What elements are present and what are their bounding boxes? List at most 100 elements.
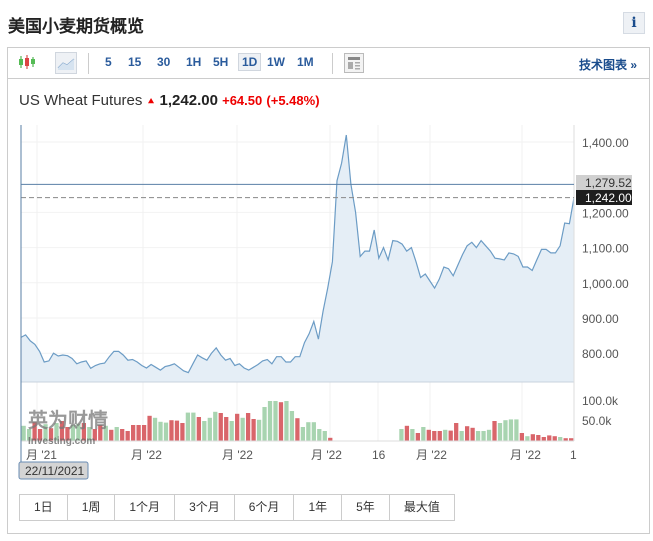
interval-1d[interactable]: 1D [238,53,262,71]
volume-bar [136,425,141,441]
volume-bar [213,411,218,441]
x-tick-label: 月 '22 [131,448,162,462]
quote-line: US Wheat Futures ⯅ 1,242.00 +64.50 (+5.4… [19,92,320,109]
candlestick-icon[interactable] [18,53,36,71]
interval-5[interactable]: 5 [105,55,112,69]
volume-bar [43,424,48,441]
volume-bar [459,431,464,441]
price-change-pct: (+5.48%) [266,93,320,108]
interval-1m[interactable]: 1M [297,55,314,69]
price-tick-label: 1,400.00 [582,136,629,150]
volume-bar [267,401,273,441]
interval-1h[interactable]: 1H [186,55,202,69]
range-1m[interactable]: 1个月 [115,495,176,520]
crosshair-price-label: 1,279.52 [585,176,632,190]
volume-bar [508,419,514,441]
volume-tick-label: 50.0k [582,414,612,428]
volume-bar [492,421,497,441]
x-tick-label: 月 '22 [510,448,541,462]
volume-bar [37,429,43,441]
instrument-name: US Wheat Futures [19,92,143,109]
interval-1w[interactable]: 1W [267,55,285,69]
last-price-tag [576,190,632,205]
volume-bar [87,427,92,441]
range-5y[interactable]: 5年 [342,495,390,520]
volume-bar [26,429,32,441]
volume-bar [21,425,26,441]
volume-bar [125,431,130,441]
volume-bar [240,417,245,441]
volume-bar [404,425,410,441]
last-price: 1,242.00 [159,92,218,109]
volume-bar [81,423,87,441]
volume-bar [120,429,125,441]
x-tick-label: 月 '21 [26,448,57,462]
range-selector: 1日 1周 1个月 3个月 6个月 1年 5年 最大值 [19,494,455,521]
interval-5h[interactable]: 5H [213,55,229,69]
volume-bar [454,423,459,441]
price-tick-label: 1,000.00 [582,277,629,291]
range-max[interactable]: 最大值 [403,500,440,514]
volume-bar [300,427,306,441]
watermark-logo: 英为财情 [28,408,108,432]
x-tick-label: 16 [372,448,386,462]
volume-bar [48,428,54,441]
range-6m[interactable]: 6个月 [235,495,295,520]
range-1w[interactable]: 1周 [68,495,116,520]
volume-bar [519,433,525,441]
volume-bar [569,438,574,441]
volume-bar [141,425,147,441]
price-tick-label: 800.00 [582,347,619,361]
price-area [21,135,574,382]
range-3m[interactable]: 3个月 [175,495,235,520]
volume-bar [202,421,207,441]
volume-bar [98,425,103,441]
volume-bar [317,429,322,441]
volume-bar [503,420,508,441]
volume-bar [54,423,59,441]
volume-bar [399,429,404,441]
technical-chart-link[interactable]: 技术图表 » [578,58,637,72]
interval-30[interactable]: 30 [157,55,171,69]
volume-bar [278,402,284,441]
volume-bar [70,425,76,441]
volume-bar [497,423,503,441]
range-1d[interactable]: 1日 [20,495,68,520]
volume-bar [256,419,262,441]
page-title: 美国小麦期货概览 [8,17,144,36]
range-1y[interactable]: 1年 [294,495,343,520]
x-tick-label: 月 '22 [311,448,342,462]
watermark-logo-en: Investing.com [28,436,95,447]
info-icon[interactable]: i [623,12,645,34]
volume-bar [196,417,201,441]
volume-bar [163,422,169,441]
x-tick-label: 月 '22 [416,448,447,462]
crosshair-price-tag [576,175,632,190]
volume-bar [464,426,470,441]
interval-15[interactable]: 15 [128,55,142,69]
volume-bar [152,417,158,441]
volume-bar [410,429,415,441]
volume-bar [224,417,229,441]
price-tick-label: 1,200.00 [582,206,629,220]
volume-bar [229,421,234,441]
volume-bar [426,429,431,441]
area-chart-icon[interactable] [55,52,77,74]
volume-bar [311,422,316,441]
volume-bar [185,412,191,441]
volume-bar [32,422,37,441]
volume-bar [158,421,163,441]
volume-bar [131,425,136,441]
volume-bar [169,420,174,441]
volume-bar [448,430,453,441]
volume-bar [273,401,278,441]
divider [332,53,333,74]
volume-tick-label: 100.0k [582,394,619,408]
volume-bar [470,427,475,441]
volume-bar [295,418,300,441]
volume-bar [530,434,535,441]
volume-bar [536,435,541,441]
layout-icon[interactable] [344,53,364,73]
volume-bar [547,435,552,441]
